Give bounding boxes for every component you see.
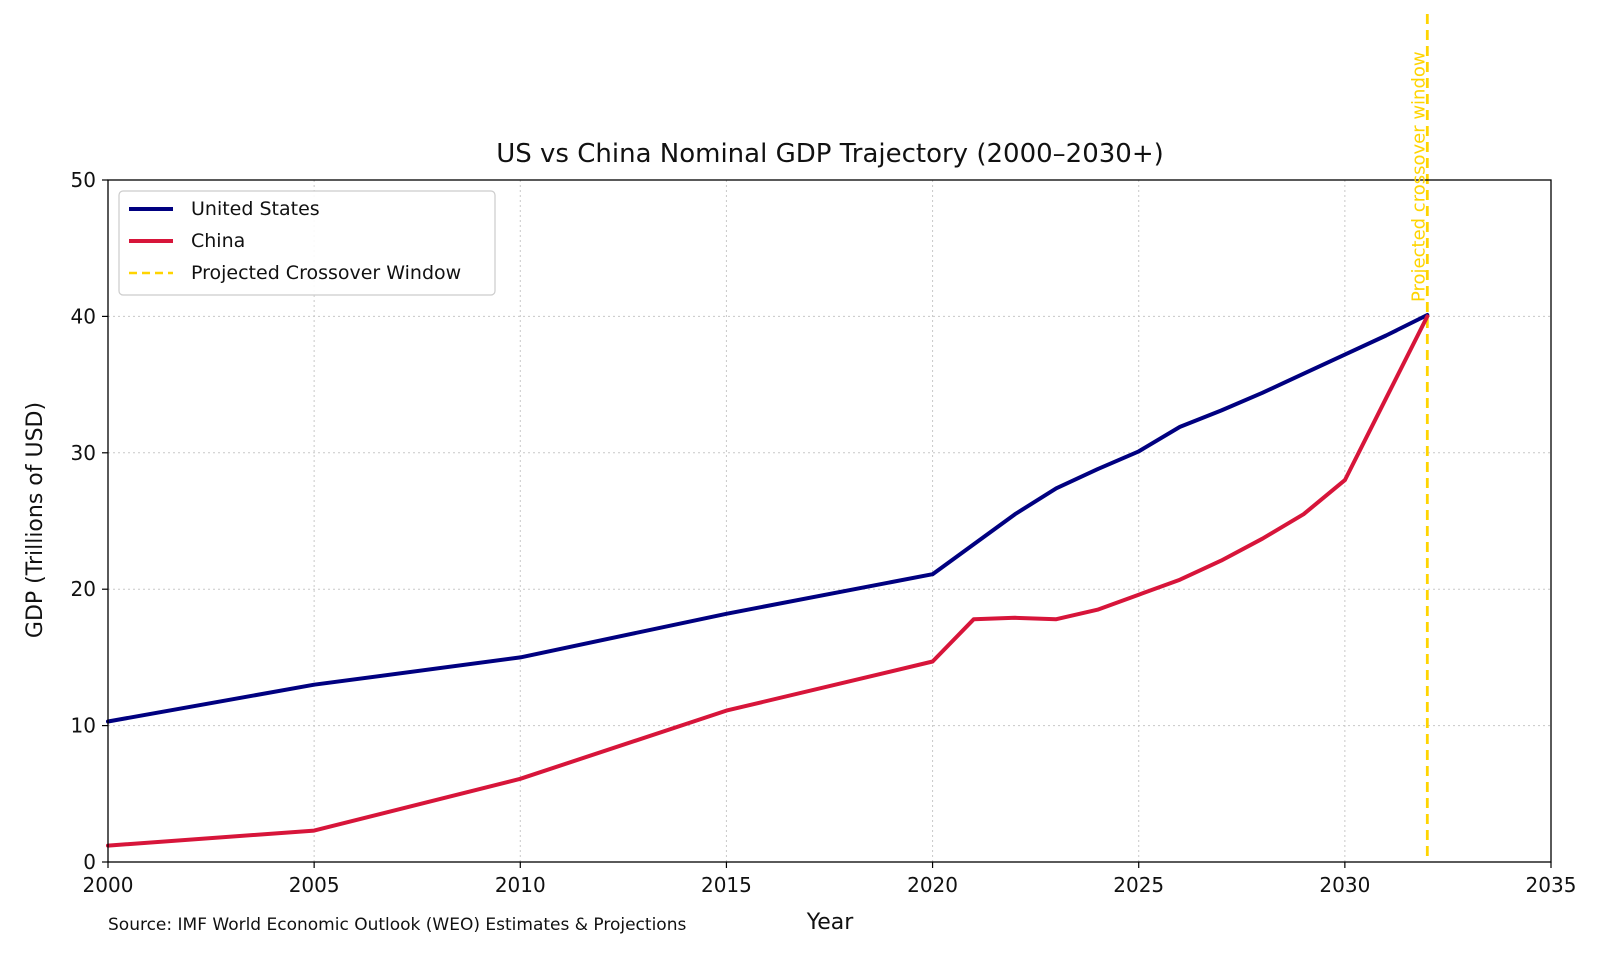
data-point-china-2023 <box>1054 617 1058 621</box>
data-point-china-2027 <box>1219 559 1223 563</box>
data-point-united-states-2022 <box>1013 512 1017 516</box>
legend-label-crossover: Projected Crossover Window <box>191 262 461 284</box>
data-point-china-2030 <box>1343 478 1347 482</box>
data-point-china-2020 <box>931 659 935 664</box>
data-point-china-2032 <box>1425 314 1429 318</box>
data-point-united-states-2024 <box>1095 467 1100 471</box>
y-tick-label-20: 20 <box>71 577 96 601</box>
source-note: Source: IMF World Economic Outlook (WEO)… <box>108 915 686 935</box>
data-point-china-2031 <box>1384 396 1388 400</box>
data-point-china-2025 <box>1137 593 1141 597</box>
x-tick-label-2010: 2010 <box>495 873 546 897</box>
legend: United States China Projected Crossover … <box>118 190 496 296</box>
data-point-united-states-2020 <box>931 572 935 576</box>
x-tick-label-2030: 2030 <box>1319 873 1370 897</box>
series-line-united-states <box>106 313 1430 724</box>
crossover-annotation: Projected crossover window <box>1408 51 1429 302</box>
data-point-united-states-2028 <box>1260 391 1264 395</box>
legend-label-united-states: United States <box>191 198 320 220</box>
data-point-united-states-2030 <box>1343 353 1347 357</box>
x-tick-label-2025: 2025 <box>1113 873 1164 897</box>
data-point-china-2029 <box>1302 512 1306 516</box>
data-point-china-2026 <box>1178 578 1182 582</box>
data-point-china-2028 <box>1260 537 1264 541</box>
y-tick-label-30: 30 <box>71 441 96 465</box>
data-point-united-states-2025 <box>1137 449 1141 453</box>
data-point-united-states-2031 <box>1384 333 1388 338</box>
legend-box <box>118 190 496 296</box>
x-axis-title: Year <box>806 910 855 935</box>
y-axis-title: GDP (Trillions of USD) <box>23 402 48 638</box>
x-tick-label-2015: 2015 <box>701 873 752 897</box>
legend-label-china: China <box>191 230 245 252</box>
plot-frame <box>107 179 1552 863</box>
data-point-united-states-2023 <box>1054 486 1058 490</box>
x-tick-label-2005: 2005 <box>289 873 340 897</box>
series-line-china <box>106 314 1430 848</box>
data-point-china-2024 <box>1095 608 1100 612</box>
x-tick-label-2035: 2035 <box>1526 873 1577 897</box>
data-point-united-states-2029 <box>1302 372 1306 376</box>
y-tick-label-50: 50 <box>71 168 96 192</box>
data-point-china-2015 <box>724 709 729 713</box>
data-point-united-states-2026 <box>1178 425 1182 429</box>
axis-ticks: 2000 2005 2010 2015 2020 2025 2030 203501020304… <box>71 168 1577 897</box>
data-point-united-states-2010 <box>518 655 522 660</box>
data-point-united-states-2021 <box>972 542 976 546</box>
grid <box>108 180 1551 862</box>
data-point-china-2021 <box>972 617 976 621</box>
y-tick-label-10: 10 <box>71 714 96 738</box>
x-tick-label-2000: 2000 <box>83 873 134 897</box>
y-tick-label-40: 40 <box>71 304 96 328</box>
y-tick-label-0: 0 <box>83 850 96 874</box>
chart-title: US vs China Nominal GDP Trajectory (2000… <box>496 139 1164 169</box>
series-layer <box>106 14 1430 862</box>
data-point-united-states-2005 <box>312 683 316 687</box>
data-point-united-states-2027 <box>1219 408 1223 413</box>
x-tick-label-2020: 2020 <box>907 873 958 897</box>
data-point-united-states-2015 <box>724 612 729 616</box>
data-point-china-2022 <box>1013 616 1017 620</box>
data-point-china-2010 <box>518 777 522 781</box>
data-point-china-2005 <box>312 829 316 833</box>
